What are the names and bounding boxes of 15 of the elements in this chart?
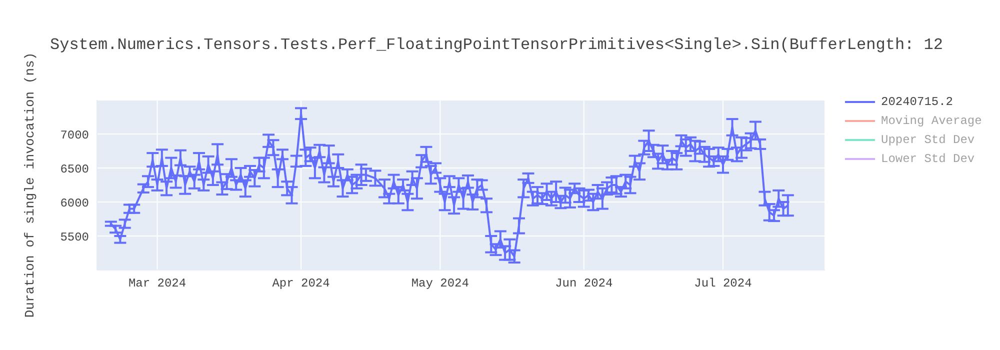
y-tick-label: 7000: [60, 128, 89, 142]
legend-label: Upper Std Dev: [881, 132, 975, 146]
chart-title: System.Numerics.Tensors.Tests.Perf_FloatingPointTensorPrimitives<Single>.Sin(BufferLength: 12: [50, 36, 943, 54]
legend-label: Lower Std Dev: [881, 152, 975, 166]
x-tick-label: Jun 2024: [555, 276, 613, 291]
y-tick-label: 6500: [60, 162, 89, 176]
x-tick-label: Mar 2024: [128, 276, 186, 291]
y-tick-label: 5500: [60, 230, 89, 244]
x-tick-label: Apr 2024: [272, 276, 330, 291]
y-tick-label: 6000: [60, 196, 89, 210]
x-tick-label: Jul 2024: [694, 276, 752, 291]
legend-label: 20240715.2: [881, 94, 954, 108]
legend-label: Moving Average: [881, 114, 982, 128]
y-axis-title: Duration of single invocation (ns): [22, 52, 38, 318]
x-tick-label: May 2024: [411, 276, 469, 291]
